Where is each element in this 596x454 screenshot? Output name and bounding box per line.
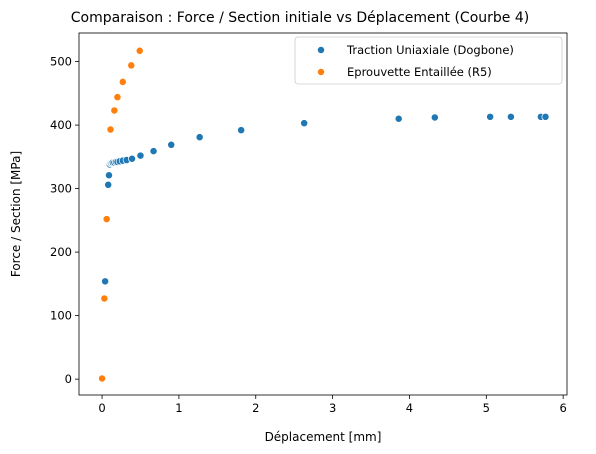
data-point-series-1 [101, 277, 110, 286]
data-point-series-1 [195, 133, 204, 142]
data-point-series-2 [106, 125, 115, 134]
x-tick-label: 1 [175, 401, 182, 415]
data-point-series-1 [394, 114, 403, 123]
data-point-series-1 [541, 112, 550, 121]
legend-box [294, 36, 563, 85]
data-point-series-1 [506, 112, 515, 121]
y-tick-label: 100 [50, 309, 72, 323]
data-point-series-2 [100, 294, 109, 303]
data-point-series-1 [167, 140, 176, 149]
chart-title: Comparaison : Force / Section initiale v… [71, 10, 529, 26]
y-tick-label: 400 [50, 118, 72, 132]
axis-ticks: 0 1 2 3 4 5 6 0 100 200 300 400 500 [50, 55, 567, 415]
legend: Traction Uniaxiale (Dogbone) Eprouvette E… [294, 36, 563, 85]
x-tick-label: 5 [483, 401, 490, 415]
data-point-series-1 [430, 113, 439, 122]
data-point-series-1 [149, 147, 158, 156]
data-point-series-2 [118, 77, 127, 86]
y-tick-label: 200 [50, 245, 72, 259]
data-point-series-1 [128, 154, 136, 163]
legend-label: Eprouvette Entaillée (R5) [347, 65, 492, 79]
data-point-series-2 [102, 215, 111, 224]
data-point-series-1 [136, 151, 145, 160]
x-tick-label: 6 [559, 401, 566, 415]
data-point-series-2 [135, 46, 144, 55]
y-axis-label: Force / Section [MPa] [9, 151, 23, 277]
x-tick-label: 3 [329, 401, 336, 415]
x-axis-label: Déplacement [mm] [265, 430, 382, 444]
x-tick-label: 2 [252, 401, 259, 415]
data-point-series-1 [237, 126, 246, 135]
x-tick-label: 4 [406, 401, 413, 415]
x-tick-label: 0 [98, 401, 105, 415]
data-point-series-2 [98, 374, 107, 383]
data-point-series-1 [300, 119, 309, 128]
y-tick-label: 500 [50, 55, 72, 69]
y-tick-label: 0 [65, 372, 72, 386]
plot-area [78, 32, 568, 396]
data-point-series-2 [113, 93, 122, 102]
data-point-series-1 [104, 180, 113, 189]
legend-label: Traction Uniaxiale (Dogbone) [346, 43, 514, 57]
data-points [98, 46, 550, 383]
data-point-series-2 [110, 106, 119, 115]
data-point-series-2 [127, 61, 136, 70]
y-tick-label: 300 [50, 182, 72, 196]
legend-marker [317, 46, 325, 54]
data-point-series-1 [105, 171, 113, 180]
legend-marker [317, 68, 325, 76]
data-point-series-1 [486, 112, 495, 121]
